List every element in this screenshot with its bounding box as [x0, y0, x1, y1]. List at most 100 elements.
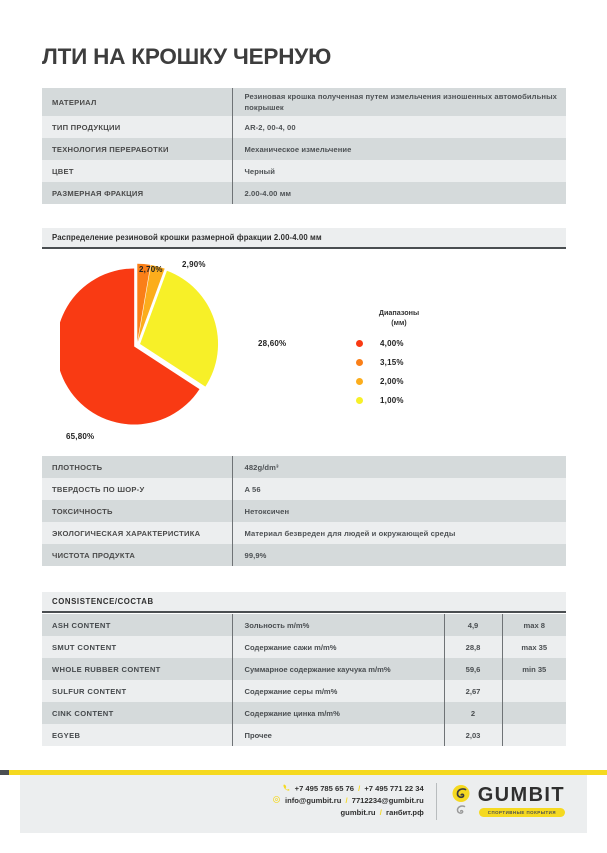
- spec-value: A 56: [232, 478, 566, 500]
- spec-value: Черный: [232, 160, 566, 182]
- consistence-limit: [502, 724, 566, 746]
- legend-item-200[interactable]: 2,00%: [342, 377, 482, 386]
- table-row: ПЛОТНОСТЬ 482g/dm³: [42, 456, 566, 478]
- consistence-section-heading: CONSISTENCE/СОСТАВ: [42, 592, 566, 613]
- table-row: SULFUR CONTENT Содержание серы m/m% 2,67: [42, 680, 566, 702]
- site-2[interactable]: ганбит.рф: [385, 808, 424, 818]
- chart-legend: Диапазоны (мм) 4,00% 3,15% 2,00% 1,00%: [342, 308, 482, 405]
- pie-slice-315: [137, 263, 151, 342]
- pie-slice-400: [60, 268, 200, 425]
- spec-value: Нетоксичен: [232, 500, 566, 522]
- phone-2[interactable]: +7 495 771 22 34: [364, 784, 424, 794]
- consistence-limit: max 35: [502, 636, 566, 658]
- spec-label: ЦВЕТ: [42, 160, 233, 182]
- table-row: ЧИСТОТА ПРОДУКТА 99,9%: [42, 544, 566, 566]
- spec-label: ЧИСТОТА ПРОДУКТА: [42, 544, 233, 566]
- phone-line: +7 495 785 65 76 / +7 495 771 22 34: [273, 783, 424, 795]
- spec-value: AR-2, 00-4, 00: [232, 116, 566, 138]
- legend-label: 2,00%: [380, 376, 404, 386]
- spec-label: ТИП ПРОДУКЦИИ: [42, 116, 233, 138]
- pie-chart-svg: [60, 263, 219, 425]
- spec-label: ТЕХНОЛОГИЯ ПЕРЕРАБОТКИ: [42, 138, 233, 160]
- spec-value: Резиновая крошка полученная путем измель…: [232, 88, 566, 116]
- consistence-name-en: SMUT CONTENT: [42, 636, 233, 658]
- separator: /: [345, 796, 348, 806]
- legend-title-line2: (мм): [391, 318, 407, 328]
- pie-slice-100: [140, 270, 219, 387]
- spec-label: ТОКСИЧНОСТЬ: [42, 500, 233, 522]
- company-logo[interactable]: GUMBIT спортивные покрытия: [450, 784, 565, 818]
- phone-1[interactable]: +7 495 785 65 76: [294, 784, 354, 794]
- pie-label-400: 65,80%: [66, 432, 95, 441]
- page-title: ЛТИ НА КРОШКУ ЧЕРНУЮ: [42, 44, 332, 69]
- footer-accent-rule: [0, 770, 607, 775]
- legend-color-dot-icon: [356, 339, 363, 347]
- pie-label-100: 28,60%: [258, 339, 287, 348]
- table-row: CINK CONTENT Содержание цинка m/m% 2: [42, 702, 566, 724]
- spec-value: Материал безвреден для людей и окружающе…: [232, 522, 566, 544]
- spec-label: РАЗМЕРНАЯ ФРАКЦИЯ: [42, 182, 233, 204]
- website-line: gumbit.ru / ганбит.рф: [273, 807, 424, 819]
- legend-title: Диапазоны (мм): [356, 308, 442, 329]
- legend-color-dot-icon: [356, 377, 363, 385]
- consistence-table: ASH CONTENT Зольность m/m% 4,9 max 8 SMU…: [42, 614, 566, 746]
- spec-label: ЭКОЛОГИЧЕСКАЯ ХАРАКТЕРИСТИКА: [42, 522, 233, 544]
- consistence-name-en: SULFUR CONTENT: [42, 680, 233, 702]
- table-row: ТОКСИЧНОСТЬ Нетоксичен: [42, 500, 566, 522]
- consistence-name-ru: Содержание цинка m/m%: [232, 702, 445, 724]
- pie-chart: 65,80% 2,70% 2,90% 28,60%: [60, 260, 290, 445]
- table-row: ЭКОЛОГИЧЕСКАЯ ХАРАКТЕРИСТИКА Материал бе…: [42, 522, 566, 544]
- table-row: ТИП ПРОДУКЦИИ AR-2, 00-4, 00: [42, 116, 566, 138]
- consistence-value: 2,03: [444, 724, 503, 746]
- consistence-name-en: WHOLE RUBBER CONTENT: [42, 658, 233, 680]
- consistence-value: 59,6: [444, 658, 503, 680]
- email-2[interactable]: 7712234@gumbit.ru: [351, 796, 424, 806]
- spec-label: МАТЕРИАЛ: [42, 88, 233, 116]
- pie-label-315: 2,70%: [139, 265, 163, 274]
- legend-title-line1: Диапазоны: [378, 308, 420, 317]
- consistence-name-ru: Суммарное содержание каучука m/m%: [232, 658, 445, 680]
- material-spec-table: МАТЕРИАЛ Резиновая крошка полученная пут…: [42, 88, 566, 204]
- footer-accent-rule-cap: [0, 770, 9, 775]
- logo-tagline-badge: спортивные покрытия: [478, 808, 565, 818]
- legend-color-dot-icon: [356, 358, 363, 366]
- consistence-name-ru: Содержание серы m/m%: [232, 680, 445, 702]
- properties-spec-table: ПЛОТНОСТЬ 482g/dm³ ТВЕРДОСТЬ ПО ШОР-У A …: [42, 456, 566, 566]
- spec-value: Механическое измельчение: [232, 138, 566, 160]
- spec-label: ПЛОТНОСТЬ: [42, 456, 233, 478]
- footer-content: +7 495 785 65 76 / +7 495 771 22 34 info…: [272, 783, 565, 820]
- legend-label: 1,00%: [380, 395, 404, 405]
- consistence-limit: max 8: [502, 614, 566, 636]
- legend-item-400[interactable]: 4,00%: [342, 339, 482, 348]
- separator: /: [379, 808, 382, 818]
- chart-section-heading: Распределение резиновой крошки размерной…: [42, 228, 566, 249]
- table-row: EGYEB Прочее 2,03: [42, 724, 566, 746]
- legend-item-315[interactable]: 3,15%: [342, 358, 482, 367]
- spec-value: 482g/dm³: [232, 456, 566, 478]
- table-row: WHOLE RUBBER CONTENT Суммарное содержани…: [42, 658, 566, 680]
- consistence-value: 28,8: [444, 636, 503, 658]
- contact-block: +7 495 785 65 76 / +7 495 771 22 34 info…: [272, 783, 437, 820]
- legend-label: 3,15%: [380, 357, 404, 367]
- table-row: SMUT CONTENT Содержание сажи m/m% 28,8 m…: [42, 636, 566, 658]
- consistence-name-en: CINK CONTENT: [42, 702, 233, 724]
- spec-label: ТВЕРДОСТЬ ПО ШОР-У: [42, 478, 233, 500]
- pie-label-200: 2,90%: [182, 260, 206, 269]
- email-1[interactable]: info@gumbit.ru: [285, 796, 342, 806]
- table-row: МАТЕРИАЛ Резиновая крошка полученная пут…: [42, 88, 566, 116]
- email-line: info@gumbit.ru / 7712234@gumbit.ru: [272, 795, 424, 807]
- logo-wordmark: GUMBIT: [477, 784, 565, 807]
- pie-slice-200: [137, 265, 165, 342]
- logo-text: GUMBIT спортивные покрытия: [477, 784, 565, 818]
- spec-value: 99,9%: [232, 544, 566, 566]
- legend-label: 4,00%: [380, 338, 404, 348]
- consistence-limit: [502, 702, 566, 724]
- site-1[interactable]: gumbit.ru: [340, 808, 376, 818]
- table-row: ЦВЕТ Черный: [42, 160, 566, 182]
- legend-item-100[interactable]: 1,00%: [342, 396, 482, 405]
- consistence-limit: min 35: [502, 658, 566, 680]
- consistence-value: 4,9: [444, 614, 503, 636]
- table-row: ТВЕРДОСТЬ ПО ШОР-У A 56: [42, 478, 566, 500]
- separator: /: [358, 784, 361, 794]
- consistence-name-en: ASH CONTENT: [42, 614, 233, 636]
